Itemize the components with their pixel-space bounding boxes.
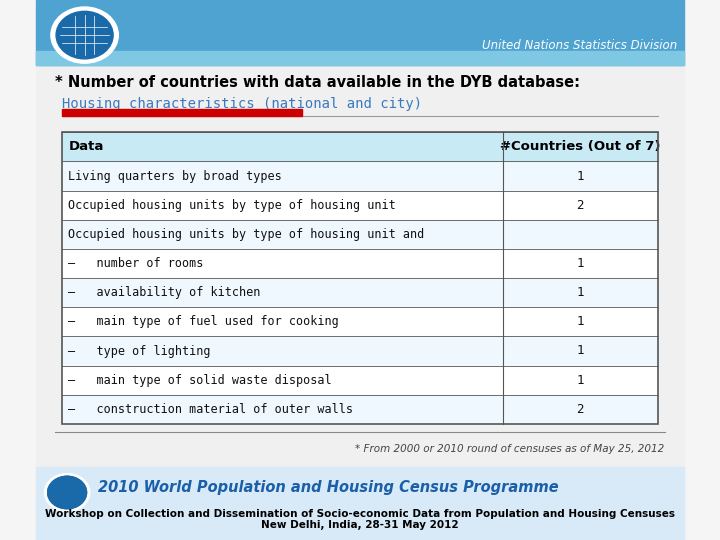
Text: Data: Data bbox=[68, 140, 104, 153]
Circle shape bbox=[56, 11, 113, 59]
Text: Occupied housing units by type of housing unit and: Occupied housing units by type of housin… bbox=[68, 228, 425, 241]
Bar bbox=[62, 161, 658, 191]
Text: Living quarters by broad types: Living quarters by broad types bbox=[68, 170, 282, 183]
Text: 1: 1 bbox=[577, 315, 584, 328]
Text: 2: 2 bbox=[577, 403, 584, 416]
Text: Housing characteristics (national and city): Housing characteristics (national and ci… bbox=[62, 97, 422, 111]
Text: 1: 1 bbox=[577, 286, 584, 299]
Circle shape bbox=[48, 476, 86, 509]
Bar bbox=[62, 132, 658, 424]
Bar bbox=[62, 109, 302, 116]
Bar bbox=[62, 191, 658, 220]
Bar bbox=[62, 278, 658, 307]
Circle shape bbox=[45, 474, 90, 511]
Text: –   construction material of outer walls: – construction material of outer walls bbox=[68, 403, 354, 416]
Text: –   type of lighting: – type of lighting bbox=[68, 345, 211, 357]
Text: * From 2000 or 2010 round of censuses as of May 25, 2012: * From 2000 or 2010 round of censuses as… bbox=[355, 444, 665, 454]
Bar bbox=[62, 220, 658, 249]
Bar bbox=[62, 366, 658, 395]
Text: 1: 1 bbox=[577, 374, 584, 387]
Text: –   number of rooms: – number of rooms bbox=[68, 257, 204, 270]
Bar bbox=[36, 467, 684, 540]
Text: Occupied housing units by type of housing unit: Occupied housing units by type of housin… bbox=[68, 199, 396, 212]
Text: * Number of countries with data available in the DYB database:: * Number of countries with data availabl… bbox=[55, 75, 580, 90]
Text: #Countries (Out of 7): #Countries (Out of 7) bbox=[500, 140, 660, 153]
Bar bbox=[36, 51, 684, 65]
Text: 2010 World Population and Housing Census Programme: 2010 World Population and Housing Census… bbox=[98, 480, 558, 495]
Text: 2: 2 bbox=[577, 199, 584, 212]
Circle shape bbox=[51, 7, 118, 63]
Text: –   availability of kitchen: – availability of kitchen bbox=[68, 286, 261, 299]
Text: Workshop on Collection and Dissemination of Socio-economic Data from Population : Workshop on Collection and Dissemination… bbox=[45, 509, 675, 530]
Bar bbox=[36, 65, 684, 470]
Text: 1: 1 bbox=[577, 170, 584, 183]
Bar bbox=[62, 336, 658, 366]
Bar bbox=[62, 249, 658, 278]
Circle shape bbox=[48, 476, 86, 509]
Bar bbox=[62, 132, 658, 161]
Text: –   main type of fuel used for cooking: – main type of fuel used for cooking bbox=[68, 315, 339, 328]
Text: United Nations Statistics Division: United Nations Statistics Division bbox=[482, 39, 678, 52]
Bar bbox=[62, 395, 658, 424]
Text: 1: 1 bbox=[577, 257, 584, 270]
Bar bbox=[62, 307, 658, 336]
Bar bbox=[36, 0, 684, 65]
Text: –   main type of solid waste disposal: – main type of solid waste disposal bbox=[68, 374, 332, 387]
Text: 1: 1 bbox=[577, 345, 584, 357]
